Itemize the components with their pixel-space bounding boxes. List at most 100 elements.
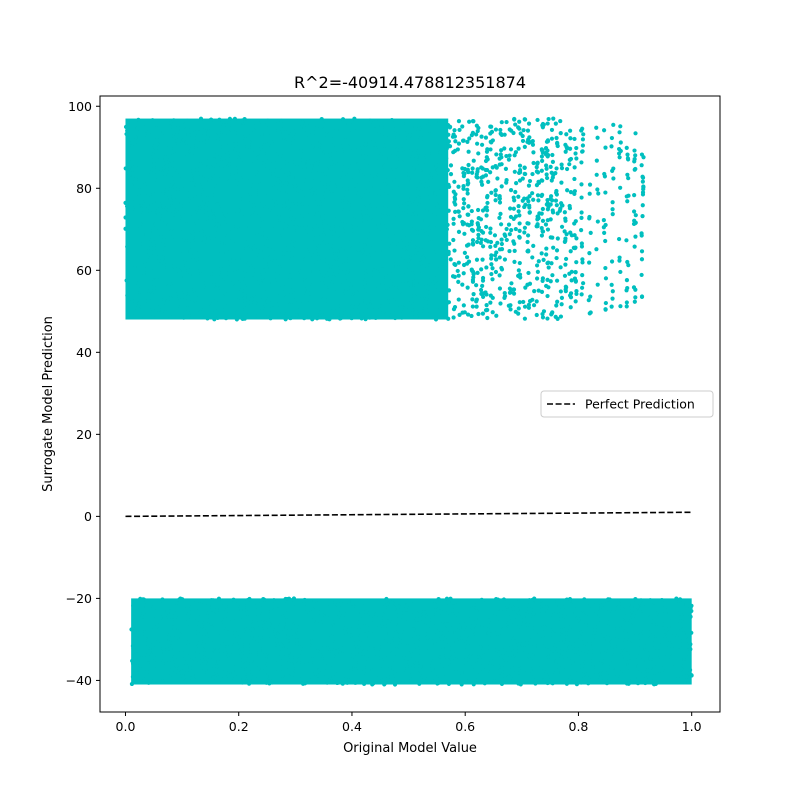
data-point [307,231,312,236]
data-point [488,293,493,298]
data-point [161,299,166,305]
data-point [233,170,238,175]
data-point [485,610,490,615]
data-point [326,186,331,191]
data-point [559,628,564,633]
data-point [289,619,295,624]
data-point [353,666,359,672]
data-point [639,163,644,168]
data-point [479,597,484,602]
data-point [639,152,645,157]
data-point [252,276,257,281]
data-point [392,682,398,687]
data-point [153,619,158,624]
data-point [412,244,417,250]
data-point [207,125,212,130]
data-point [210,634,216,639]
data-point [271,128,276,133]
data-point [219,640,224,645]
data-point [476,633,481,639]
data-point [556,652,562,657]
data-point [430,621,435,626]
data-point [176,597,182,602]
data-point [568,624,574,629]
data-point [340,276,345,281]
data-point [325,135,330,140]
data-point [147,308,152,313]
data-point [543,146,549,151]
data-point [438,631,444,636]
data-point [306,677,312,682]
data-point [499,237,504,242]
data-point [234,256,240,261]
data-point [516,273,521,278]
data-point [682,674,687,679]
data-point [581,649,586,654]
data-point [343,294,348,299]
data-point [278,270,283,275]
data-point [269,297,274,303]
data-point [227,142,232,147]
data-point [543,638,549,643]
data-point [568,136,573,141]
data-point [549,170,554,175]
data-point [448,257,453,262]
data-point [369,613,374,618]
data-point [190,297,195,303]
data-point [124,278,129,283]
data-point [284,251,289,256]
data-point [356,251,361,256]
data-point [410,304,415,309]
data-point [133,670,139,675]
data-point [198,631,204,637]
data-point [342,121,348,126]
data-point [175,187,181,192]
data-point [639,233,644,238]
data-point [579,160,584,165]
data-point [437,119,442,124]
data-point [352,628,357,633]
data-point [456,273,461,278]
data-point [470,170,475,175]
data-point [123,200,128,205]
data-point [554,647,560,652]
data-point [581,281,586,286]
data-point [260,275,265,280]
data-point [283,663,288,669]
data-point [334,224,339,229]
data-point [271,246,277,251]
data-point [277,662,282,667]
data-point [685,607,690,612]
data-point [308,258,314,263]
data-point [457,625,462,630]
data-point [575,601,580,606]
data-point [525,249,530,254]
data-point [167,151,172,156]
data-point [572,233,577,238]
data-point [657,613,662,618]
data-point [405,655,410,661]
data-point [382,681,387,687]
data-point [476,236,481,241]
data-point [504,226,509,232]
data-point [628,634,633,640]
data-point [200,129,205,135]
data-point [390,244,395,250]
data-point [275,119,281,124]
data-point [129,627,134,632]
data-point [182,218,187,224]
data-point [320,152,325,157]
data-point [388,201,393,206]
data-point [267,235,272,240]
data-point [310,315,316,321]
data-point [632,156,637,162]
data-point [517,260,522,266]
data-point [563,236,568,241]
data-point [454,612,459,617]
data-point [218,144,223,150]
data-point [600,671,606,676]
data-point [168,646,173,651]
data-point [227,261,232,266]
data-point [325,680,330,685]
data-point [321,257,326,263]
